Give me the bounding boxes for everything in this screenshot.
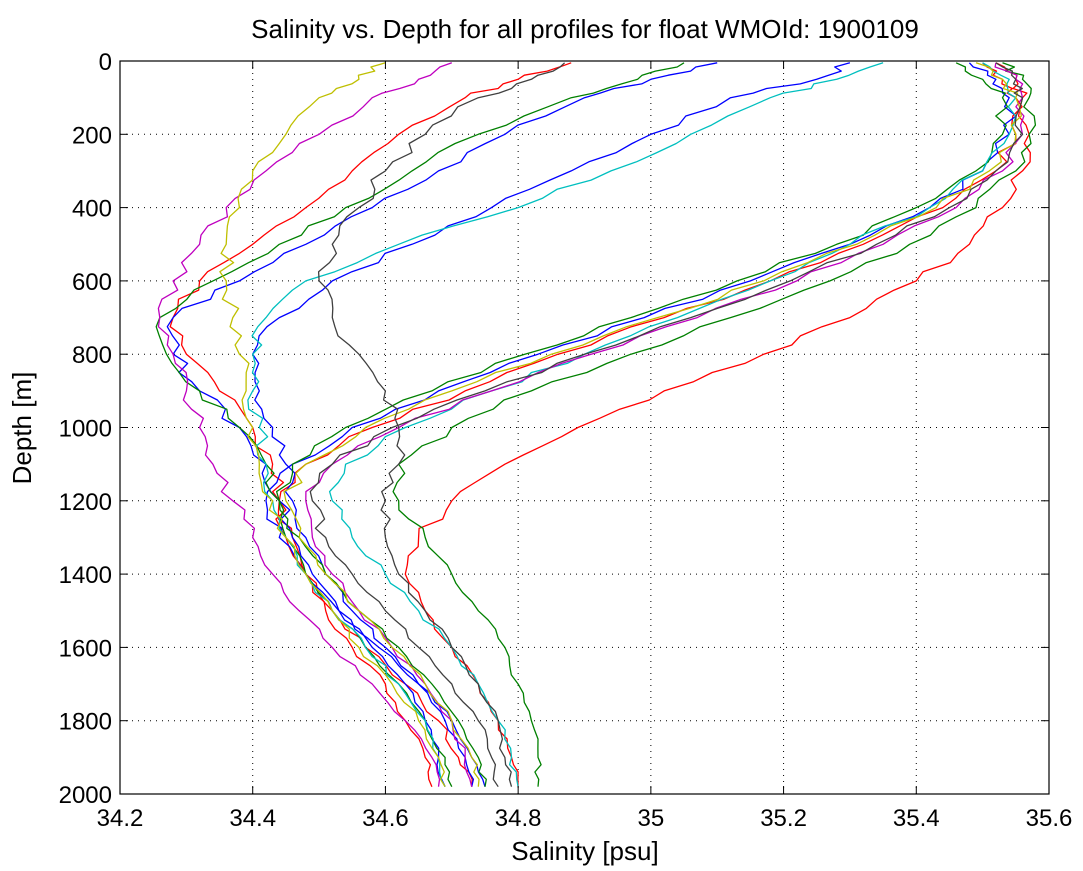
profile-line <box>392 62 1037 787</box>
chart-title: Salinity vs. Depth for all profiles for … <box>251 14 919 44</box>
y-tick-label: 0 <box>99 49 112 76</box>
profile-lines <box>155 62 1037 788</box>
profile-line <box>305 62 1025 787</box>
grid-lines <box>120 61 1049 794</box>
profile-line <box>309 62 1024 788</box>
y-tick-label: 400 <box>72 196 112 223</box>
x-tick-label: 34.6 <box>362 805 409 832</box>
x-tick-label: 35 <box>638 805 665 832</box>
y-tick-label: 800 <box>72 342 112 369</box>
profile-line <box>252 62 851 787</box>
profile-line <box>155 62 685 787</box>
y-axis-ticks: 0 200 400 600 800 1000 1200 1400 1600 1800 2000 <box>59 49 1049 809</box>
y-tick-label: 2000 <box>59 782 112 809</box>
profile-line <box>169 62 572 787</box>
x-tick-label: 35.2 <box>760 805 807 832</box>
y-tick-label: 1000 <box>59 416 112 443</box>
y-tick-label: 200 <box>72 122 112 149</box>
x-axis-label: Salinity [psu] <box>511 836 658 866</box>
y-tick-label: 1600 <box>59 635 112 662</box>
profile-line <box>265 62 1017 787</box>
profile-line <box>317 62 566 787</box>
x-axis-ticks: 34.2 34.4 34.6 34.8 35 35.2 35.4 35.6 <box>97 61 1073 832</box>
y-tick-label: 1200 <box>59 489 112 516</box>
y-tick-label: 600 <box>72 269 112 296</box>
profile-line <box>283 62 1022 787</box>
y-tick-label: 1400 <box>59 562 112 589</box>
x-tick-label: 35.6 <box>1026 805 1073 832</box>
x-tick-label: 34.4 <box>229 805 276 832</box>
profile-line <box>404 62 1031 787</box>
y-tick-label: 1800 <box>59 709 112 736</box>
x-tick-label: 34.8 <box>495 805 542 832</box>
profile-line <box>328 62 1017 787</box>
y-axis-label: Depth [m] <box>7 372 37 485</box>
x-tick-label: 34.2 <box>97 805 144 832</box>
x-tick-label: 35.4 <box>893 805 940 832</box>
profile-line <box>157 62 453 787</box>
profile-line <box>219 62 446 788</box>
profile-line <box>247 62 884 788</box>
